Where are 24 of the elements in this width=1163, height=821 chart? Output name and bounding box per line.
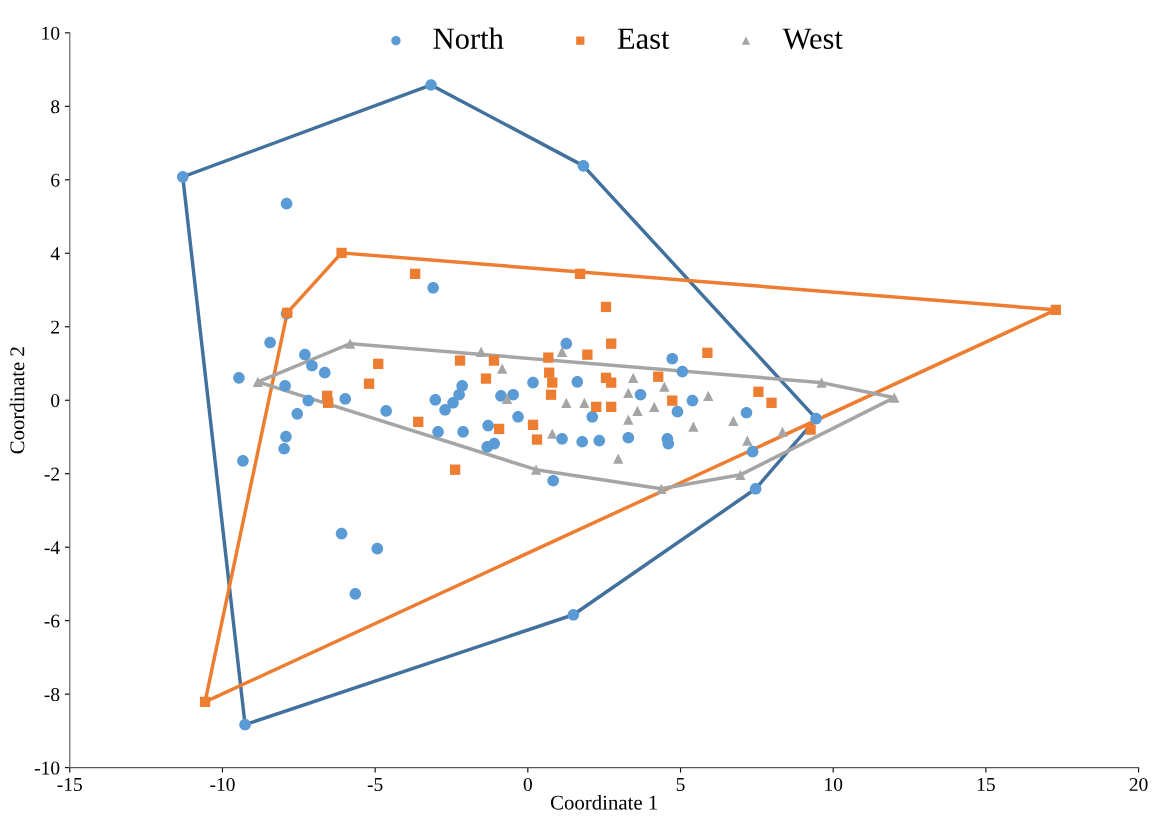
- y-tick-label: 10: [42, 26, 60, 40]
- y-tick-label: 6: [51, 173, 60, 187]
- y-tick-label: 8: [51, 100, 60, 114]
- x-tick-label: 5: [676, 778, 685, 792]
- x-tick-label: 0: [523, 777, 532, 792]
- x-axis-title: Coordinate 1: [550, 794, 658, 810]
- y-tick-label: -2: [44, 467, 59, 481]
- y-tick-label: -4: [44, 541, 60, 554]
- x-tick-label: 10: [825, 777, 843, 792]
- y-tick-label: 0: [51, 394, 60, 408]
- legend-label: West: [782, 28, 843, 50]
- y-axis-title: Coordinate 2: [9, 347, 25, 454]
- x-tick-label: -10: [210, 777, 235, 792]
- y-tick-label: 4: [50, 247, 60, 261]
- x-tick-label: 20: [1129, 777, 1148, 792]
- y-tick-label: 2: [51, 320, 59, 334]
- y-tick-label: -6: [44, 614, 60, 628]
- x-tick-label: 15: [977, 778, 995, 792]
- x-tick-label: -15: [57, 778, 82, 792]
- y-tick-label: -10: [34, 761, 60, 775]
- y-tick-label: -8: [44, 687, 60, 702]
- x-tick-label: -5: [367, 778, 383, 792]
- legend-label: North: [433, 27, 504, 49]
- legend-label: East: [617, 28, 670, 49]
